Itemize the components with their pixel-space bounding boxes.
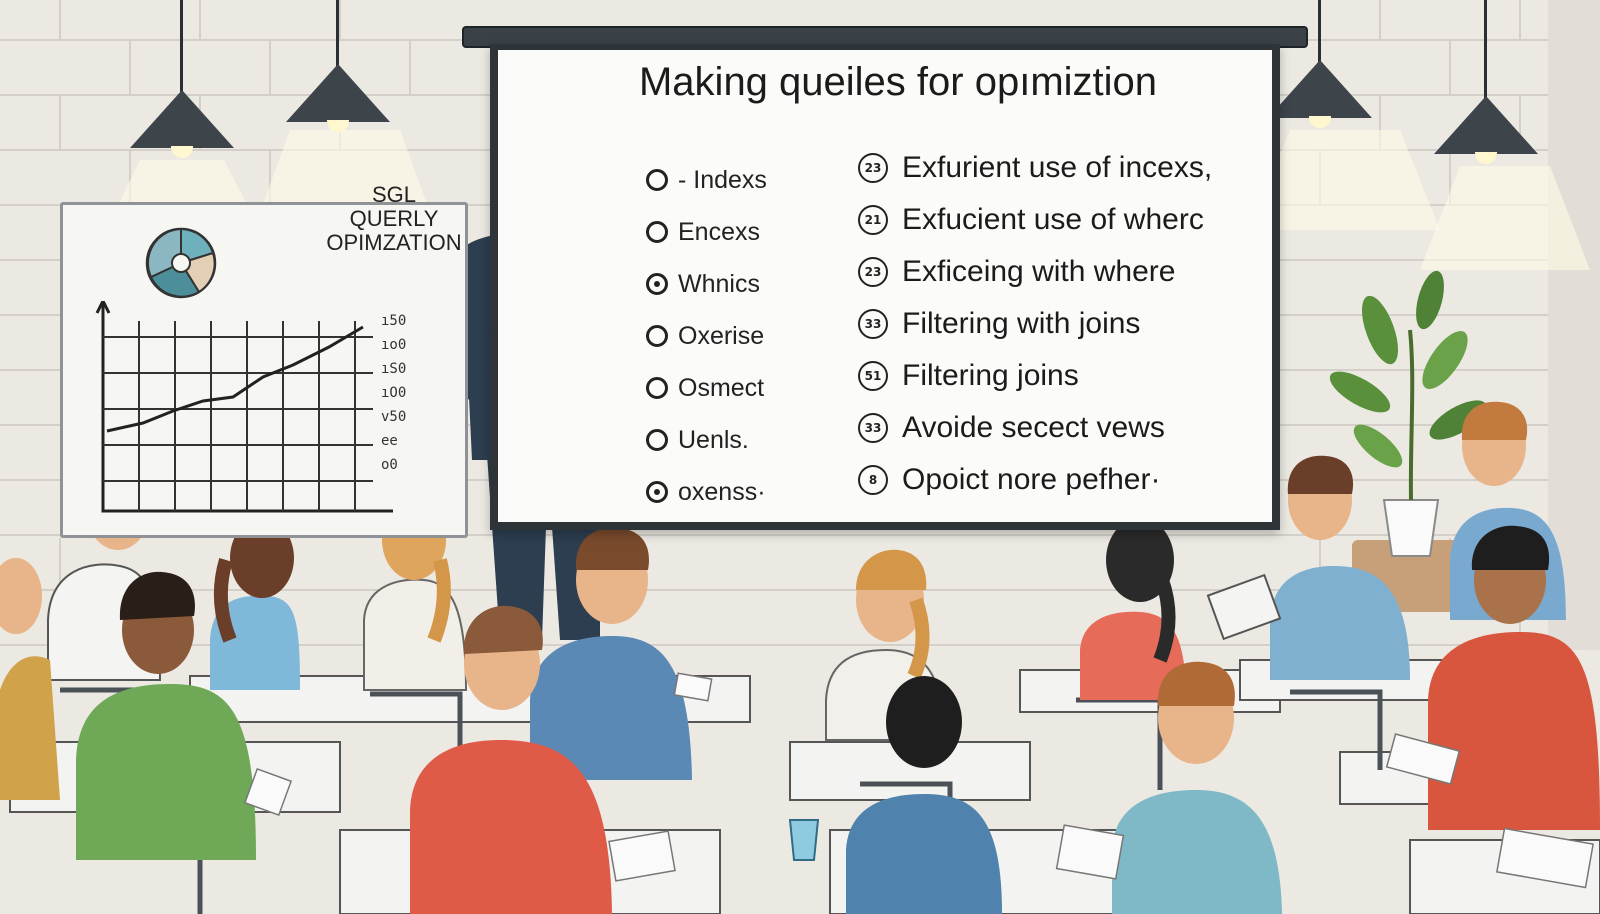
- number-badge: 8: [858, 465, 888, 495]
- circle-bullet-icon: [646, 273, 668, 295]
- number-badge: 21: [858, 205, 888, 235]
- student: [1428, 525, 1600, 830]
- students: [0, 401, 1600, 914]
- list-item: Osmect: [646, 362, 856, 414]
- whiteboard-title-line: SGL: [371, 182, 417, 207]
- circle-bullet-icon: [646, 169, 668, 191]
- list-item: Uenls.: [646, 414, 856, 466]
- list-item-label: Exfurient use of incexs,: [902, 151, 1213, 184]
- whiteboard-title-line: OPIMZATION: [326, 230, 462, 255]
- list-item: 51 Filtering joins: [858, 350, 1278, 402]
- list-item-label: Filtering with joins: [902, 307, 1141, 340]
- list-item: Oxerise: [646, 310, 856, 362]
- papers: [243, 672, 1595, 889]
- list-item: 33 Filtering with joins: [858, 298, 1278, 350]
- list-item: oxenss·: [646, 466, 856, 518]
- student: [846, 676, 1002, 914]
- list-item-label: Whnics: [678, 269, 760, 298]
- number-badge: 51: [858, 361, 888, 391]
- side-value: ıS0: [381, 361, 407, 377]
- whiteboard-title: SGL QUERLY OPIMZATION: [289, 183, 499, 255]
- list-item: Whnics: [646, 258, 856, 310]
- list-item-label: oxenss·: [678, 477, 766, 506]
- screen-right-list: 23 Exfurient use of incexs, 21 Exfucient u…: [858, 142, 1278, 506]
- student: [410, 605, 612, 914]
- whiteboard-title-line: QUERLY: [349, 206, 439, 231]
- list-item-label: Exfucient use of wherc: [902, 203, 1204, 236]
- number-badge: 23: [858, 257, 888, 287]
- list-item-label: - Indexs: [678, 165, 767, 194]
- list-item: 23 Exfurient use of incexs,: [858, 142, 1278, 194]
- student: [0, 558, 60, 800]
- list-item: 8 Opoict nore pefher·: [858, 454, 1278, 506]
- student: [1080, 518, 1186, 700]
- list-item: Encexs: [646, 206, 856, 258]
- list-item: - Indexs: [646, 154, 856, 206]
- list-item: 23 Exficeing with where: [858, 246, 1278, 298]
- list-item-label: Filtering joins: [902, 359, 1079, 392]
- side-value: ıO0: [381, 385, 407, 401]
- pie-chart-icon: [145, 227, 217, 299]
- projector-screen: Making queiles for opımiztion - Indexs E…: [490, 44, 1280, 530]
- light-cone-center-right: [1250, 130, 1440, 230]
- list-item-label: Osmect: [678, 373, 765, 402]
- light-cone-right: [1420, 166, 1590, 270]
- list-item-label: Opoict nore pefher·: [902, 463, 1161, 496]
- side-value: ı50: [381, 313, 407, 329]
- student: [210, 518, 300, 690]
- wall-corner: [1548, 0, 1600, 650]
- screen-left-list: - Indexs Encexs Whnics Oxerise Osmect Ue…: [646, 154, 856, 518]
- student: [825, 549, 946, 741]
- student: [76, 571, 256, 860]
- student: [530, 527, 692, 780]
- list-item-label: Uenls.: [678, 425, 749, 454]
- circle-bullet-icon: [646, 377, 668, 399]
- line-graph-drawing: [95, 301, 393, 513]
- list-item-label: Exficeing with where: [902, 255, 1176, 288]
- side-value: o0: [381, 457, 398, 473]
- list-item: 33 Avoide secect vews: [858, 402, 1278, 454]
- list-item: 21 Exfucient use of wherc: [858, 194, 1278, 246]
- circle-bullet-icon: [646, 325, 668, 347]
- circle-bullet-icon: [646, 481, 668, 503]
- list-item-label: Avoide secect vews: [902, 411, 1165, 444]
- whiteboard: SGL QUERLY OPIMZATION ı50 ıo0 ıS0 ıO0 v5…: [60, 183, 468, 538]
- side-value: v50: [381, 409, 407, 425]
- screen-title: Making queiles for opımiztion: [638, 60, 1158, 104]
- student: [1206, 455, 1410, 680]
- circle-bullet-icon: [646, 221, 668, 243]
- side-value: ee: [381, 433, 398, 449]
- number-badge: 33: [858, 309, 888, 339]
- list-item-label: Oxerise: [678, 321, 765, 350]
- whiteboard-side-values: ı50 ıo0 ıS0 ıO0 v50 ee o0: [381, 309, 421, 477]
- cup-icon: [788, 819, 820, 861]
- list-item-label: Encexs: [678, 217, 760, 246]
- side-value: ıo0: [381, 337, 407, 353]
- number-badge: 33: [858, 413, 888, 443]
- student: [1112, 661, 1282, 914]
- circle-bullet-icon: [646, 429, 668, 451]
- number-badge: 23: [858, 153, 888, 183]
